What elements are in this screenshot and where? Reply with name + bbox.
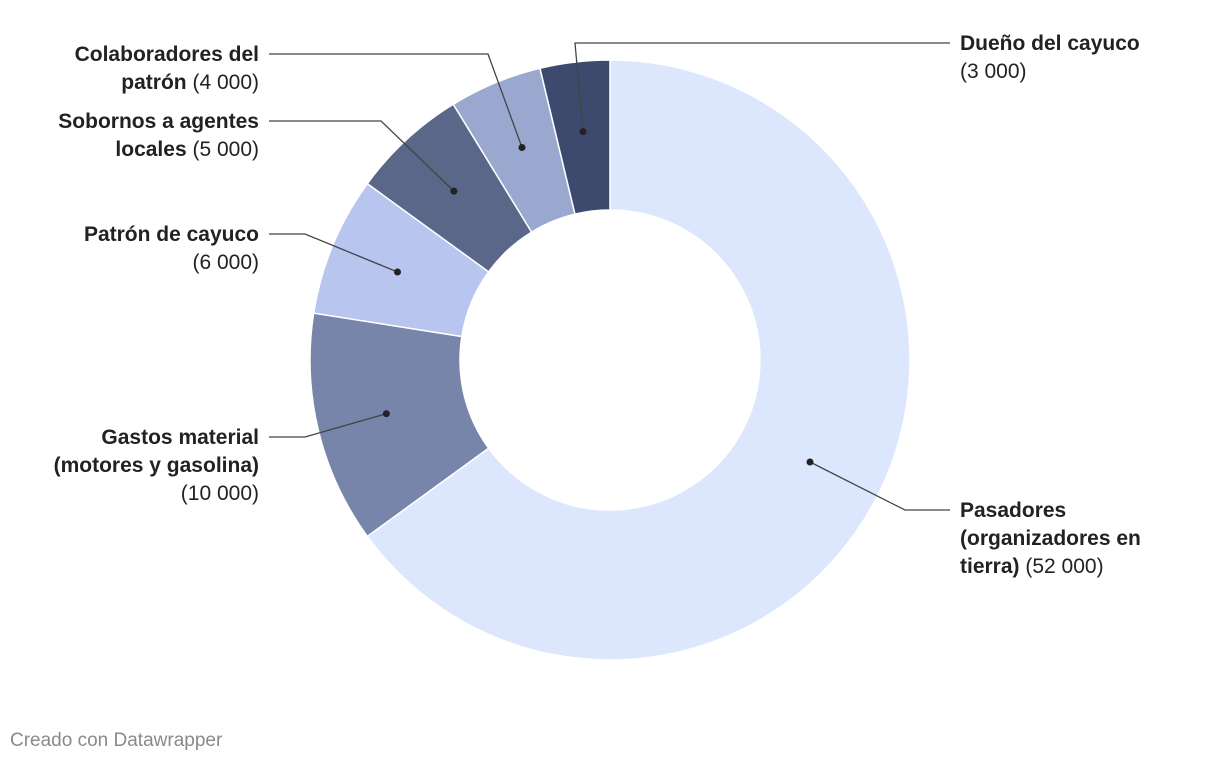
- slice-label: Colaboradores del patrón (4 000): [75, 43, 259, 94]
- slice-label-value: (4 000): [187, 71, 259, 94]
- slice-label-value: (6 000): [192, 251, 259, 274]
- slice-label: Gastos material (motores y gasolina) (10 0…: [54, 426, 259, 505]
- leader-dot: [518, 144, 526, 152]
- slice-label-name: tierra): [960, 555, 1020, 578]
- slice-label: Dueño del cayuco (3 000): [960, 32, 1140, 83]
- slice-label-name: Patrón de cayuco: [84, 223, 259, 246]
- slice-labels: Pasadores (organizadores en tierra) (52 00…: [54, 32, 1141, 578]
- slice-label-name: locales: [115, 138, 186, 161]
- slice-label-name: Sobornos a agentes: [58, 110, 259, 133]
- slice-label-name: (organizadores en: [960, 527, 1141, 550]
- donut-slice[interactable]: [539, 59, 611, 216]
- slice-label-name: Dueño del cayuco: [960, 32, 1140, 55]
- slice-label-value: (52 000): [1020, 555, 1104, 578]
- slice-label-name: Pasadores: [960, 499, 1066, 522]
- donut-slice[interactable]: [309, 312, 490, 538]
- donut-slice[interactable]: [366, 59, 911, 661]
- slice-label: Pasadores (organizadores en tierra) (52 00…: [960, 499, 1141, 578]
- leader-line: [809, 461, 950, 511]
- leader-dot: [450, 187, 458, 195]
- leader-dot: [806, 458, 814, 466]
- leader-line: [269, 233, 398, 273]
- leader-line: [269, 120, 455, 192]
- leader-dot: [394, 268, 402, 276]
- leader-dot: [382, 410, 390, 418]
- leader-lines: [269, 42, 950, 511]
- slice-label-value: (3 000): [960, 60, 1027, 83]
- leader-line: [269, 413, 387, 438]
- donut-slices: [309, 59, 911, 661]
- slice-label-name: (motores y gasolina): [54, 454, 259, 477]
- leader-line: [269, 53, 523, 148]
- slice-label: Sobornos a agentes locales (5 000): [58, 110, 259, 161]
- slice-label-value: (10 000): [181, 482, 259, 505]
- slice-label-value: (5 000): [187, 138, 259, 161]
- slice-label: Patrón de cayuco (6 000): [84, 223, 259, 274]
- slice-label-name: patrón: [121, 71, 186, 94]
- leader-line: [574, 42, 950, 132]
- leader-dot: [579, 128, 587, 136]
- slice-label-name: Gastos material: [101, 426, 259, 449]
- slice-label-name: Colaboradores del: [75, 43, 259, 66]
- footer-credit[interactable]: Creado con Datawrapper: [10, 730, 223, 751]
